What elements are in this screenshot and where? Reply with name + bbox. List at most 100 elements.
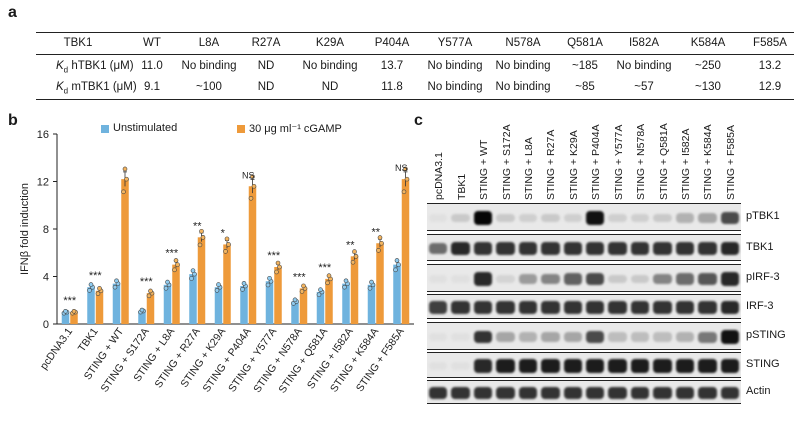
blot-band — [496, 242, 515, 255]
data-point — [379, 240, 384, 246]
data-point — [251, 183, 257, 189]
data-point — [197, 242, 203, 248]
bar-unstimulated — [291, 301, 299, 324]
data-point — [190, 268, 196, 273]
blot-band — [653, 386, 672, 400]
blot-band — [429, 242, 448, 255]
significance-marker: NS — [242, 170, 255, 180]
blot-band — [630, 274, 650, 284]
significance-marker: ** — [371, 226, 380, 238]
blot-band — [586, 242, 605, 255]
kd-symbol: K — [56, 60, 64, 72]
data-point — [301, 283, 306, 289]
table-cell: ~250 — [695, 60, 721, 72]
blot-band — [653, 359, 672, 373]
table-cell: ND — [257, 60, 275, 72]
significance-marker: *** — [165, 248, 179, 260]
blot-band — [429, 386, 448, 400]
blot-band — [473, 359, 493, 373]
data-point — [223, 249, 228, 254]
data-point — [216, 282, 221, 287]
blot-band — [518, 213, 538, 223]
bar-unstimulated — [112, 283, 121, 324]
data-point — [88, 282, 94, 287]
blot-lane-label: pcDNA3.1 — [433, 152, 446, 200]
data-point — [165, 279, 170, 285]
bar-cgamp — [146, 293, 155, 324]
bar-unstimulated — [189, 274, 197, 324]
panel-b-letter: b — [8, 112, 18, 129]
blot-band — [675, 386, 695, 400]
blot-band — [541, 359, 560, 373]
bar-cgamp — [70, 312, 78, 324]
blot-lane-label: STING + L8A — [522, 137, 535, 200]
data-point — [404, 176, 410, 182]
data-point — [343, 278, 349, 284]
blot-lane-label: STING + P404A — [590, 124, 603, 200]
blot-band — [675, 213, 695, 223]
y-tick-label: 16 — [37, 129, 49, 141]
blot-band — [630, 242, 650, 255]
table-cell: ND — [321, 81, 339, 93]
data-point — [299, 289, 305, 294]
blot-band — [675, 273, 695, 285]
bar-unstimulated — [61, 312, 70, 324]
blot-band — [429, 301, 448, 314]
blot-band — [608, 332, 627, 342]
bar-cgamp — [197, 237, 206, 324]
data-point — [121, 189, 126, 195]
blot-band — [720, 359, 739, 373]
data-point — [396, 262, 401, 267]
blot-band — [720, 272, 739, 286]
table-header-cell: K29A — [315, 37, 345, 49]
blot-band — [451, 213, 470, 223]
data-point — [226, 242, 231, 247]
data-point — [148, 288, 153, 294]
blot-protein-label: STING — [746, 358, 780, 370]
blot-band — [653, 273, 672, 285]
blot-band — [518, 273, 538, 285]
significance-marker: ** — [193, 220, 202, 232]
blot-band — [608, 301, 627, 314]
blot-band — [698, 242, 717, 255]
bar-unstimulated — [342, 283, 350, 324]
blot-lane-label: STING + Y577A — [612, 124, 625, 200]
blot-band — [541, 332, 560, 342]
bar-cgamp — [376, 243, 384, 324]
blot-protein-label: pTBK1 — [746, 210, 780, 222]
data-point — [114, 278, 119, 284]
data-point — [240, 287, 245, 292]
table-header-cell: P404A — [374, 37, 410, 49]
kd-subscript: d — [63, 65, 69, 75]
significance-marker: *** — [140, 276, 154, 288]
blot-band — [451, 241, 470, 256]
data-point — [63, 308, 68, 314]
data-point — [97, 286, 102, 291]
table-header-rule — [36, 54, 794, 55]
blot-lane-label: STING + WT — [478, 139, 491, 200]
legend-label-unstimulated: Unstimulated — [113, 122, 178, 134]
blot-band — [653, 301, 672, 314]
blot-band — [653, 213, 672, 223]
data-point — [250, 174, 255, 179]
data-point — [163, 285, 169, 291]
table-header-cell: I582A — [628, 37, 660, 49]
bar-unstimulated — [316, 291, 325, 324]
blot-strip-tbk1 — [427, 234, 741, 261]
table-cell: 13.2 — [758, 60, 782, 72]
blot-band — [563, 332, 582, 342]
blot-band — [720, 300, 739, 315]
blot-band — [586, 330, 605, 344]
blot-band — [563, 213, 582, 223]
blot-band — [451, 361, 470, 371]
blot-band — [675, 332, 695, 342]
blot-band — [451, 332, 470, 342]
blot-band — [698, 359, 717, 373]
table-cell: No binding — [495, 81, 551, 93]
blot-band — [518, 242, 538, 255]
blot-strip-psting — [427, 322, 741, 350]
data-point — [275, 260, 281, 266]
blot-band — [720, 386, 739, 400]
panel-c-letter: c — [414, 112, 423, 129]
blot-protein-label: IRF-3 — [746, 299, 774, 312]
